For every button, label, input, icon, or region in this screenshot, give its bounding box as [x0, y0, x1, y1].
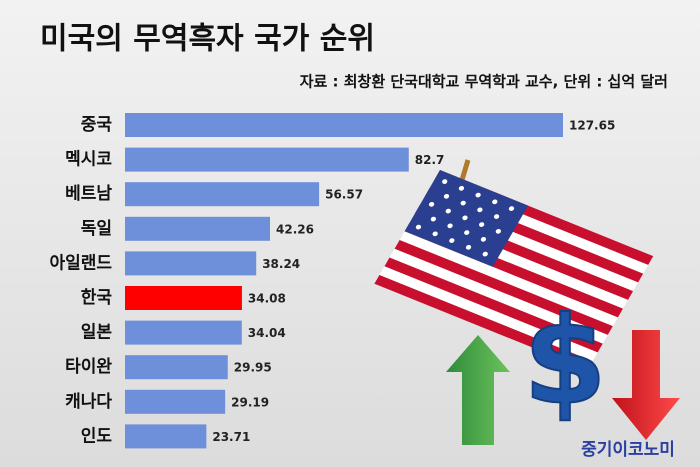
bar — [125, 424, 207, 449]
up-arrow — [446, 335, 510, 445]
data-label: 42.26 — [276, 222, 314, 236]
bar — [125, 182, 320, 207]
dollar-sign: $ — [523, 293, 607, 432]
category-label: 독일 — [81, 219, 112, 239]
category-label: 인도 — [81, 426, 113, 446]
category-label: 타이완 — [65, 357, 112, 377]
chart-title: 미국의 무역흑자 국가 순위 — [40, 22, 375, 57]
category-label: 베트남 — [65, 184, 112, 204]
data-label: 127.65 — [569, 119, 615, 133]
data-label: 34.04 — [248, 326, 286, 340]
bar — [125, 286, 242, 310]
data-label: 29.95 — [234, 361, 272, 375]
category-label: 캐나다 — [65, 392, 112, 412]
chart-subtitle: 자료 : 최창환 단국대학교 무역학과 교수, 단위 : 십억 달러 — [300, 73, 668, 91]
data-label: 82.7 — [415, 153, 445, 167]
category-label: 한국 — [81, 288, 113, 308]
data-label: 23.71 — [212, 430, 250, 444]
category-label: 아일랜드 — [49, 253, 112, 273]
data-label: 56.57 — [325, 188, 363, 202]
category-label: 일본 — [81, 323, 113, 343]
down-arrow — [612, 330, 680, 440]
bar — [125, 355, 228, 380]
watermark: 중기이코노미 — [581, 440, 675, 460]
bar — [125, 251, 257, 276]
us-flag — [374, 159, 654, 370]
data-label: 38.24 — [262, 257, 300, 271]
data-label: 29.19 — [231, 395, 269, 409]
bar — [125, 147, 409, 172]
bar — [125, 216, 271, 241]
data-label: 34.08 — [248, 292, 286, 306]
bar — [125, 113, 563, 137]
category-label: 멕시코 — [65, 150, 112, 170]
bar — [125, 320, 242, 345]
category-label: 중국 — [81, 115, 113, 135]
bar — [125, 389, 226, 414]
